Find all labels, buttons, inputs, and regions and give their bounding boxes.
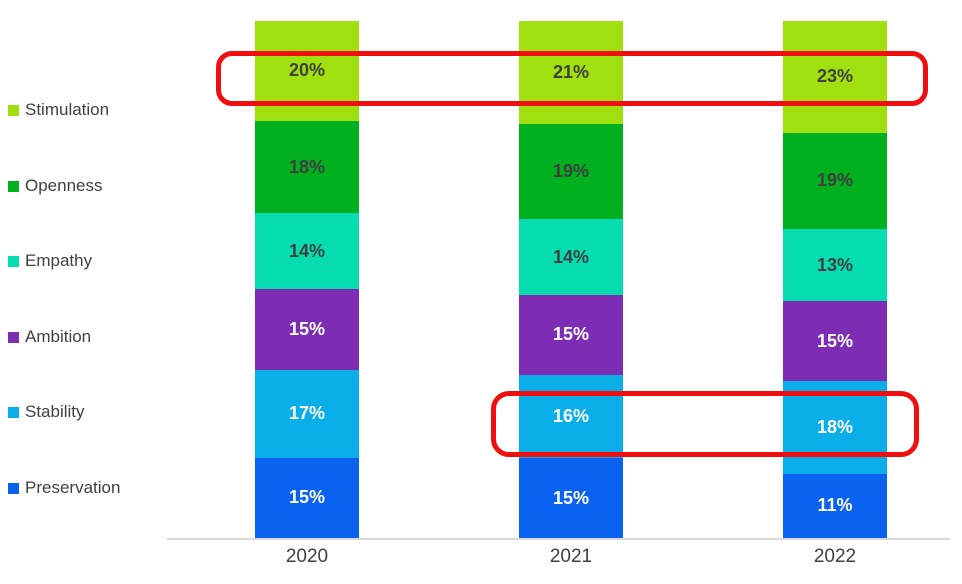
legend-label: Stimulation	[25, 100, 110, 119]
segment-value-label: 11%	[817, 495, 853, 516]
segment-value-label: 16%	[552, 406, 590, 427]
segment-value-label: 19%	[816, 170, 854, 191]
segment-openness-2022: 19%	[783, 132, 887, 229]
segment-value-label: 15%	[552, 487, 590, 508]
legend-swatch-openness	[8, 180, 19, 192]
segment-stimulation-2021: 21%	[519, 21, 623, 125]
legend-item-stimulation: Stimulation	[8, 99, 109, 121]
legend-label: Ambition	[25, 327, 92, 346]
highlight-annotation-stimulation-row	[216, 51, 928, 106]
legend-label: Empathy	[25, 251, 93, 270]
legend-label: Openness	[25, 176, 103, 195]
x-axis-label-2021: 2021	[549, 546, 593, 567]
segment-value-label: 15%	[288, 319, 326, 339]
segment-openness-2020: 18%	[255, 120, 359, 214]
segment-preservation-2021: 15%	[519, 458, 623, 539]
legend-item-ambition: Ambition	[8, 326, 91, 348]
segment-value-label: 14%	[552, 246, 590, 267]
segment-stability-2022: 18%	[783, 381, 887, 474]
segment-preservation-2020: 15%	[255, 457, 359, 539]
bar-2021: 21% 19% 14% 15% 16% 15%	[519, 21, 623, 539]
legend-swatch-empathy	[8, 255, 19, 267]
segment-ambition-2021: 15%	[519, 295, 623, 375]
segment-preservation-2022: 11%	[783, 473, 887, 539]
highlight-annotation-stability-2021-2022	[491, 391, 919, 457]
segment-value-label: 15%	[288, 487, 326, 508]
legend-swatch-stimulation	[8, 104, 19, 116]
legend-swatch-stability	[8, 406, 19, 418]
legend-item-openness: Openness	[8, 175, 103, 197]
segment-empathy-2021: 14%	[519, 219, 623, 296]
legend-item-empathy: Empathy	[8, 250, 92, 272]
legend-item-stability: Stability	[8, 401, 85, 423]
legend-swatch-ambition	[8, 331, 19, 343]
legend-item-preservation: Preservation	[8, 477, 120, 499]
segment-value-label: 19%	[552, 161, 590, 182]
segment-value-label: 14%	[288, 240, 326, 261]
segment-stability-2021: 16%	[519, 374, 623, 459]
segment-empathy-2020: 14%	[255, 213, 359, 290]
segment-stability-2020: 17%	[255, 369, 359, 458]
legend-swatch-preservation	[8, 482, 19, 494]
segment-value-label: 15%	[552, 324, 590, 345]
legend-label: Stability	[25, 402, 85, 421]
segment-stimulation-2022: 23%	[783, 21, 887, 133]
segment-value-label: 18%	[816, 417, 854, 438]
segment-empathy-2022: 13%	[783, 228, 887, 302]
segment-value-label: 13%	[816, 254, 854, 275]
x-axis-label-2020: 2020	[285, 546, 329, 567]
legend-label: Preservation	[25, 478, 121, 497]
x-axis-label-2022: 2022	[813, 546, 857, 567]
segment-value-label: 21%	[552, 62, 590, 83]
segment-value-label: 15%	[816, 330, 854, 351]
segment-openness-2021: 19%	[519, 124, 623, 220]
segment-value-label: 18%	[288, 156, 326, 177]
segment-ambition-2020: 15%	[255, 289, 359, 370]
bar-2022: 23% 19% 13% 15% 18% 11%	[783, 21, 887, 539]
x-axis-line	[167, 538, 950, 540]
segment-value-label: 20%	[288, 60, 326, 81]
segment-value-label: 23%	[816, 66, 854, 87]
legend: Stimulation Openness Empathy Ambition Stabil…	[0, 0, 180, 584]
segment-value-label: 17%	[288, 403, 326, 424]
segment-ambition-2022: 15%	[783, 301, 887, 382]
